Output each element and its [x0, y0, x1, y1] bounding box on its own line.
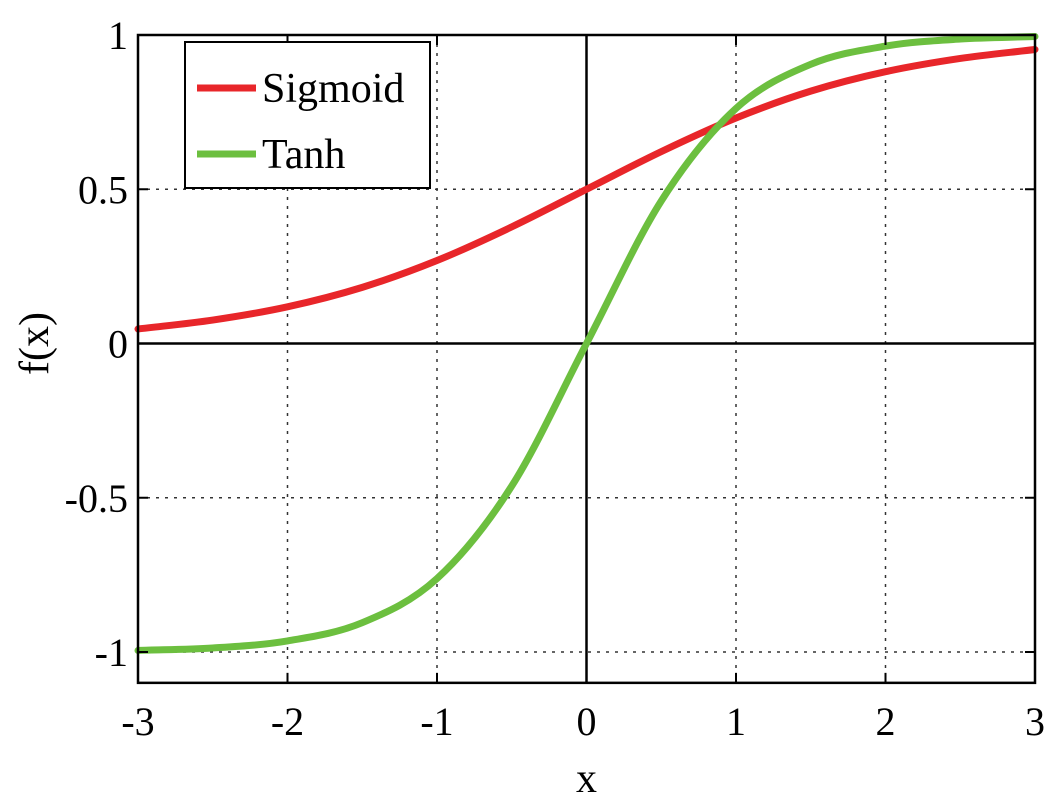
y-tick-label-2: 0 [108, 322, 128, 367]
x-tick-label-2: -1 [420, 699, 453, 744]
y-tick-label-3: 0.5 [78, 167, 128, 212]
x-tick-label-1: -2 [271, 699, 304, 744]
y-tick-label-0: -1 [95, 630, 128, 675]
y-tick-label-1: -0.5 [65, 476, 128, 521]
x-axis-label: x [576, 756, 597, 799]
y-tick-label-4: 1 [108, 13, 128, 58]
series-layer [134, 33, 1039, 654]
legend-label-tanh: Tanh [262, 132, 345, 178]
y-axis-label: f(x) [12, 312, 58, 375]
y-tick-labels: -1 -0.5 0 0.5 1 [65, 13, 128, 675]
x-tick-label-4: 1 [726, 699, 746, 744]
x-tick-label-3: 0 [577, 699, 597, 744]
x-tick-labels: -3 -2 -1 0 1 2 3 [121, 699, 1045, 744]
x-tick-label-0: -3 [121, 699, 154, 744]
x-tick-label-6: 3 [1025, 699, 1045, 744]
legend: Sigmoid Tanh [184, 41, 431, 189]
series-line-sigmoid [134, 46, 1039, 333]
x-tick-label-5: 2 [876, 699, 896, 744]
tick-marks [137, 34, 1036, 683]
series-line-tanh [134, 33, 1039, 654]
legend-label-sigmoid: Sigmoid [262, 66, 404, 112]
legend-box [184, 41, 431, 189]
